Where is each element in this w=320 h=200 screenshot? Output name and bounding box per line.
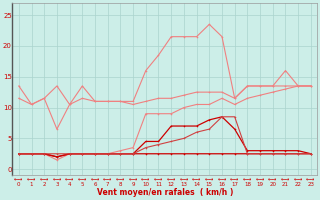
X-axis label: Vent moyen/en rafales  ( km/h ): Vent moyen/en rafales ( km/h ): [97, 188, 233, 197]
